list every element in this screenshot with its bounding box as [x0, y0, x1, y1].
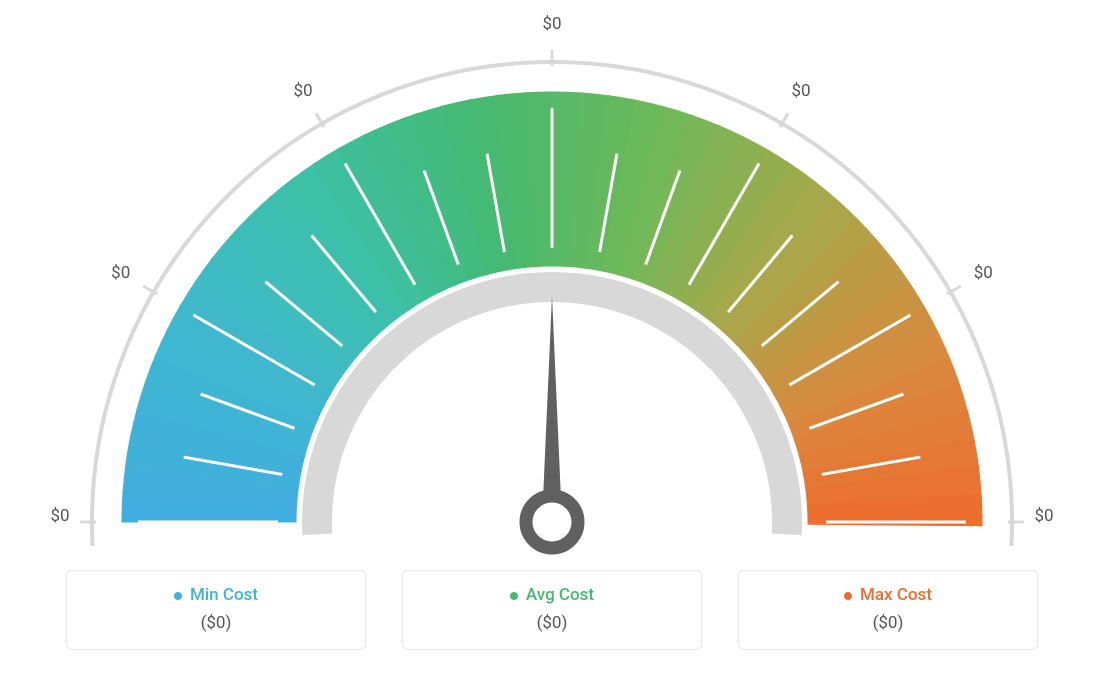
gauge-tick-label: $0 [111, 263, 130, 283]
legend-value-min: ($0) [67, 613, 365, 633]
legend-dot-avg [510, 592, 518, 600]
legend-card-min: Min Cost ($0) [66, 570, 366, 650]
legend-row: Min Cost ($0) Avg Cost ($0) Max Cost ($0… [0, 570, 1104, 650]
gauge-tick-label: $0 [791, 81, 810, 101]
legend-title-avg: Avg Cost [403, 585, 701, 605]
gauge-tick-label: $0 [1034, 506, 1053, 526]
gauge-tick-label: $0 [542, 14, 561, 34]
gauge-tick-label: $0 [974, 263, 993, 283]
legend-label-avg: Avg Cost [526, 585, 594, 605]
legend-label-max: Max Cost [860, 585, 932, 605]
gauge-svg [0, 0, 1104, 560]
legend-value-avg: ($0) [403, 613, 701, 633]
legend-title-min: Min Cost [67, 585, 365, 605]
gauge-tick-label: $0 [293, 81, 312, 101]
legend-card-avg: Avg Cost ($0) [402, 570, 702, 650]
cost-gauge: $0 $0 $0 $0 $0 $0 $0 [0, 0, 1104, 560]
legend-dot-max [844, 592, 852, 600]
legend-label-min: Min Cost [190, 585, 258, 605]
gauge-tick-label: $0 [50, 506, 69, 526]
legend-card-max: Max Cost ($0) [738, 570, 1038, 650]
legend-dot-min [174, 592, 182, 600]
legend-value-max: ($0) [739, 613, 1037, 633]
legend-title-max: Max Cost [739, 585, 1037, 605]
